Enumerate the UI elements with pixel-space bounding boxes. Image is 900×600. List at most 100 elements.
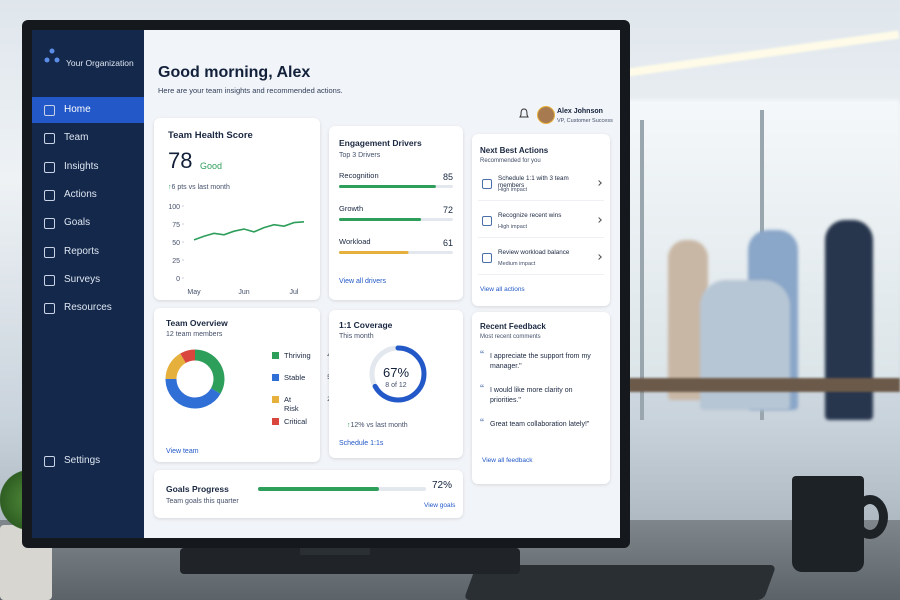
legend-label: At Risk [284, 395, 299, 413]
action-item[interactable]: Review workload balance Medium impact [478, 244, 604, 275]
nav-item[interactable]: Reports [32, 239, 144, 265]
x-tick-label: Jul [290, 289, 299, 296]
card-subtitle: Top 3 Drivers [339, 152, 381, 159]
link[interactable]: View all actions [480, 286, 525, 293]
action-impact: High impact [498, 187, 528, 193]
bell-icon[interactable] [519, 108, 529, 120]
coverage-percent: 67% [382, 365, 410, 380]
drivers-card: Engagement Drivers Top 3 Drivers Recogni… [329, 126, 463, 300]
actions-card: Next Best Actions Recommended for you Sc… [472, 134, 610, 306]
link[interactable]: View all drivers [339, 278, 386, 285]
donut-slice [194, 349, 225, 394]
coverage-card: 1:1 Coverage This month 67% 8 of 12 12% … [329, 310, 463, 458]
legend-swatch [272, 352, 279, 359]
driver-value: 72 [443, 205, 453, 215]
org-logo [44, 48, 60, 63]
action-item[interactable]: Recognize recent wins High impact [478, 207, 604, 238]
y-tick-label: 0 [176, 276, 180, 283]
nav-item[interactable]: Actions [32, 182, 144, 208]
action-title: Schedule 1:1 with 3 team members [498, 175, 569, 189]
feedback-quote: Great team collaboration lately!" [480, 418, 598, 430]
nav-item[interactable]: Surveys [32, 267, 144, 293]
donut-chart [165, 349, 225, 409]
link[interactable]: View all feedback [482, 457, 533, 464]
user-role: VP, Customer Success [557, 118, 613, 124]
chevron [596, 254, 602, 260]
chevron [596, 180, 602, 186]
driver-name: Growth [339, 204, 363, 213]
card-title: Team Health Score [168, 130, 253, 141]
action-icon [482, 253, 492, 263]
card-subtitle: Team goals this quarter [166, 498, 239, 505]
overview-card: Team Overview 12 team members Thriving4 … [154, 308, 350, 462]
health-chart: 0 25 50 75 100 May Jun Jul [168, 204, 305, 296]
donut-slice [165, 353, 187, 380]
legend-label: Stable [284, 373, 306, 382]
bar [339, 218, 422, 221]
y-tick-label: 50 [172, 240, 180, 247]
nav-item[interactable]: Insights [32, 154, 144, 180]
nav-item[interactable]: Settings [32, 448, 144, 474]
subtitle: Here are your team insights and recommen… [158, 86, 343, 95]
driver-value: 85 [443, 172, 453, 182]
org-name: Your Organization [66, 58, 134, 68]
donut-slice [165, 378, 221, 409]
chevron [596, 217, 602, 223]
legend-label: Thriving [284, 351, 311, 360]
health-status: Good [200, 161, 223, 171]
goals-bar [258, 487, 426, 491]
action-icon [482, 179, 492, 189]
nav-item[interactable]: Home [32, 97, 144, 123]
coverage-ring [369, 345, 427, 403]
dashboard: Your Organization Home Team Insights Action… [32, 30, 620, 538]
health-card: Team Health Score 78 Good 6 pts vs last … [154, 118, 320, 300]
card-subtitle: 12 team members [166, 331, 223, 338]
user-name: Alex Johnson [557, 108, 603, 115]
bar [258, 487, 379, 491]
nav-item[interactable]: Goals [32, 210, 144, 236]
greeting: Good morning, Alex [158, 64, 311, 81]
bar [339, 185, 436, 188]
action-impact: High impact [498, 224, 528, 230]
y-tick-label: 100 [168, 204, 180, 211]
goals-percent: 72% [432, 480, 453, 491]
avatar[interactable] [537, 106, 555, 124]
coverage-change: 12% vs last month [347, 422, 408, 429]
card-title: Next Best Actions [480, 146, 549, 155]
donut-slice [180, 349, 196, 364]
nav-item[interactable]: Resources [32, 295, 144, 321]
legend-swatch [272, 396, 279, 403]
card-title: Team Overview [166, 318, 228, 328]
mug-handle [852, 495, 888, 539]
y-tick-label: 75 [172, 222, 180, 229]
driver-bars: Recognition 85 Growth 72 Workload 61 [339, 171, 453, 254]
x-tick-label: Jun [238, 289, 249, 296]
feedback-quote: I appreciate the support from my manager… [480, 350, 598, 372]
feedback-card: Recent Feedback Most recent comments I a… [472, 312, 610, 484]
sidebar: Your Organization Home Team Insights Action… [32, 30, 144, 538]
meeting-table [628, 378, 900, 392]
legend-label: Critical [284, 417, 307, 426]
card-subtitle: Recommended for you [480, 158, 541, 164]
ceiling-light [620, 30, 900, 78]
y-tick-label: 25 [172, 258, 180, 265]
action-title: Recognize recent wins [498, 212, 562, 219]
link[interactable]: Schedule 1:1s [339, 440, 384, 447]
legend-swatch [272, 374, 279, 381]
line [193, 221, 305, 241]
legend-swatch [272, 418, 279, 425]
card-subtitle: Most recent comments [480, 334, 541, 340]
driver-value: 61 [443, 238, 453, 248]
card-title: 1:1 Coverage [339, 320, 393, 330]
nav-item[interactable]: Team [32, 125, 144, 151]
feedback-quote: I would like more clarity on priorities.… [480, 384, 598, 406]
driver-name: Recognition [339, 171, 379, 180]
action-item[interactable]: Schedule 1:1 with 3 team members High imp… [478, 170, 604, 201]
health-score: 78 [168, 148, 193, 173]
link[interactable]: View team [166, 448, 199, 455]
action-icon [482, 216, 492, 226]
link[interactable]: View goals [424, 502, 456, 509]
driver-name: Workload [339, 237, 371, 246]
window-frame [640, 120, 644, 420]
